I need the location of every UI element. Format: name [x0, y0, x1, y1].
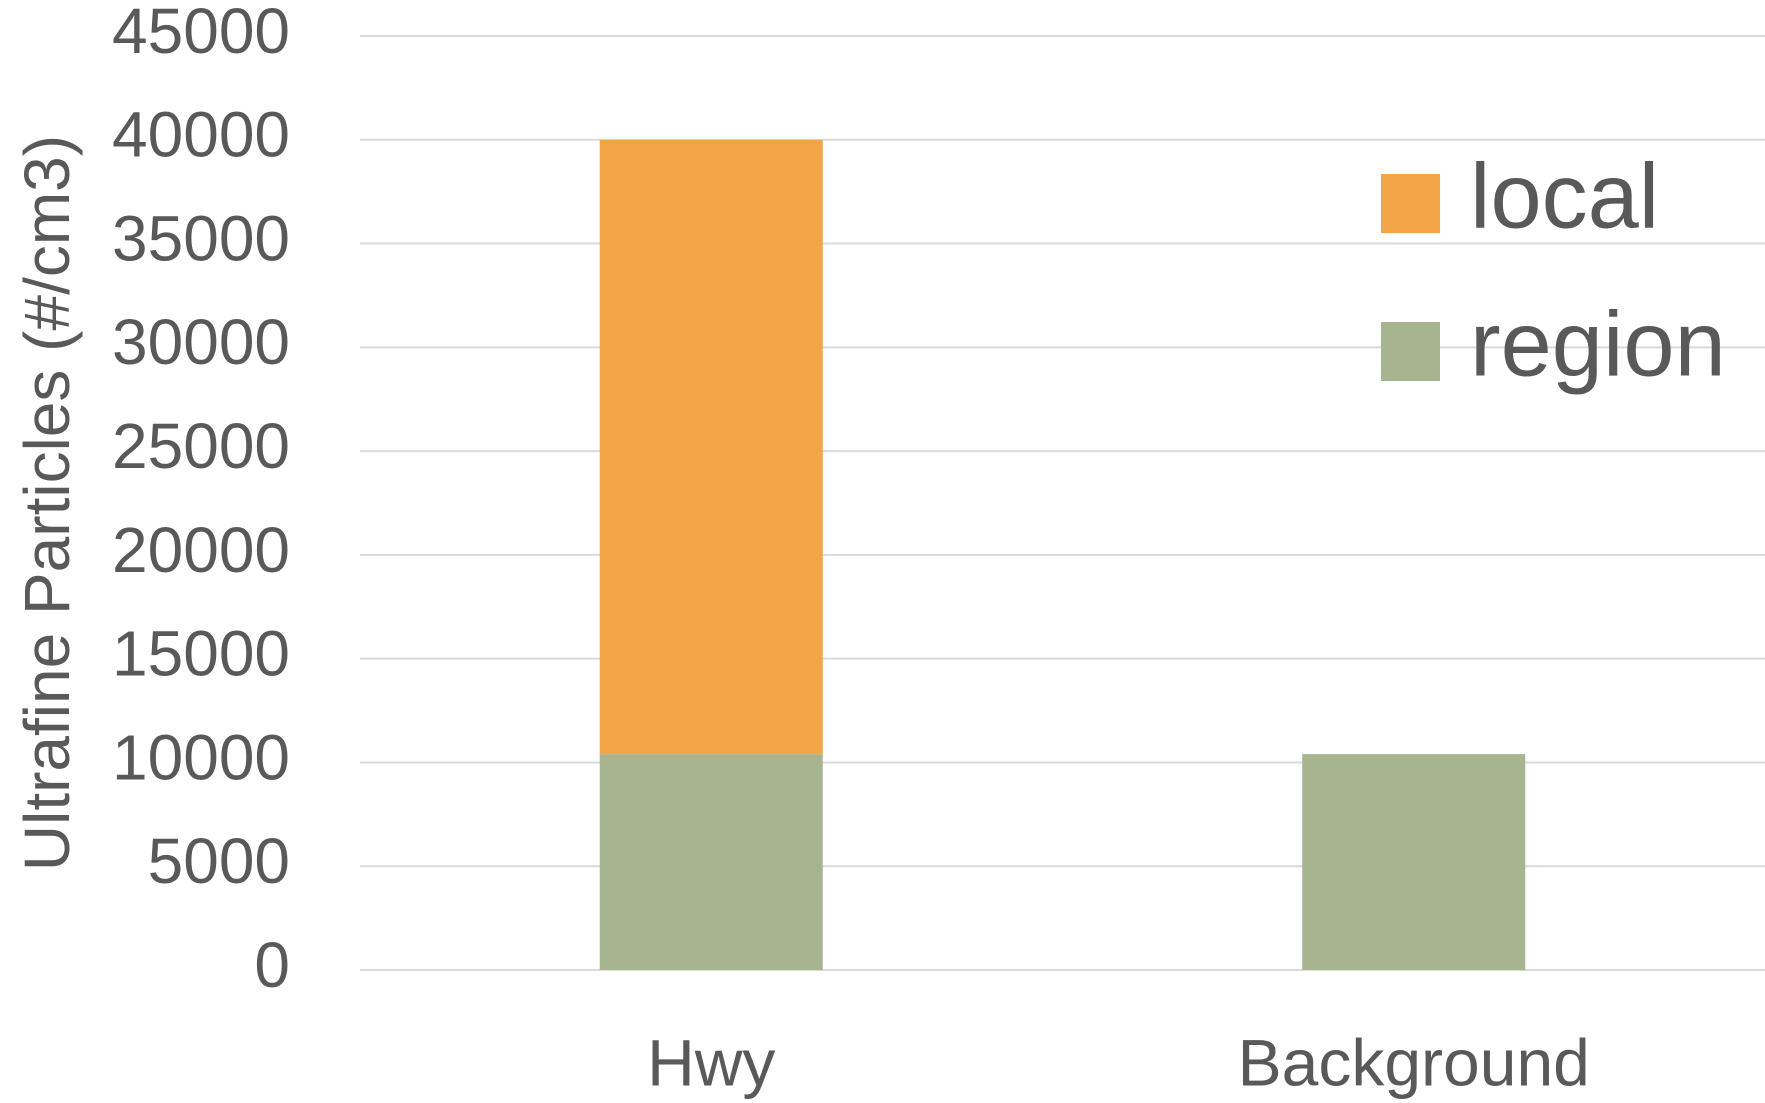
bar-segment	[1302, 754, 1526, 970]
legend-label: region	[1470, 293, 1726, 395]
legend-swatch	[1381, 322, 1440, 381]
y-tick-label: 40000	[112, 99, 290, 171]
y-tick-label: 45000	[112, 0, 290, 67]
y-tick-label: 20000	[112, 514, 290, 586]
y-tick-label: 25000	[112, 410, 290, 482]
y-tick-label: 5000	[148, 825, 290, 897]
x-tick-label: Hwy	[647, 1025, 775, 1099]
bar-segment	[599, 139, 823, 755]
y-tick-label: 15000	[112, 618, 290, 690]
x-tick-label: Background	[1238, 1025, 1590, 1099]
y-tick-label: 30000	[112, 306, 290, 378]
y-axis-title: Ultrafine Particles (#/cm3)	[11, 135, 83, 871]
bar-segment	[599, 754, 823, 970]
legend-swatch	[1381, 174, 1440, 233]
legend-label: local	[1470, 145, 1659, 247]
y-tick-label: 35000	[112, 202, 290, 274]
y-tick-label: 10000	[112, 721, 290, 793]
y-tick-label: 0	[254, 929, 290, 1001]
